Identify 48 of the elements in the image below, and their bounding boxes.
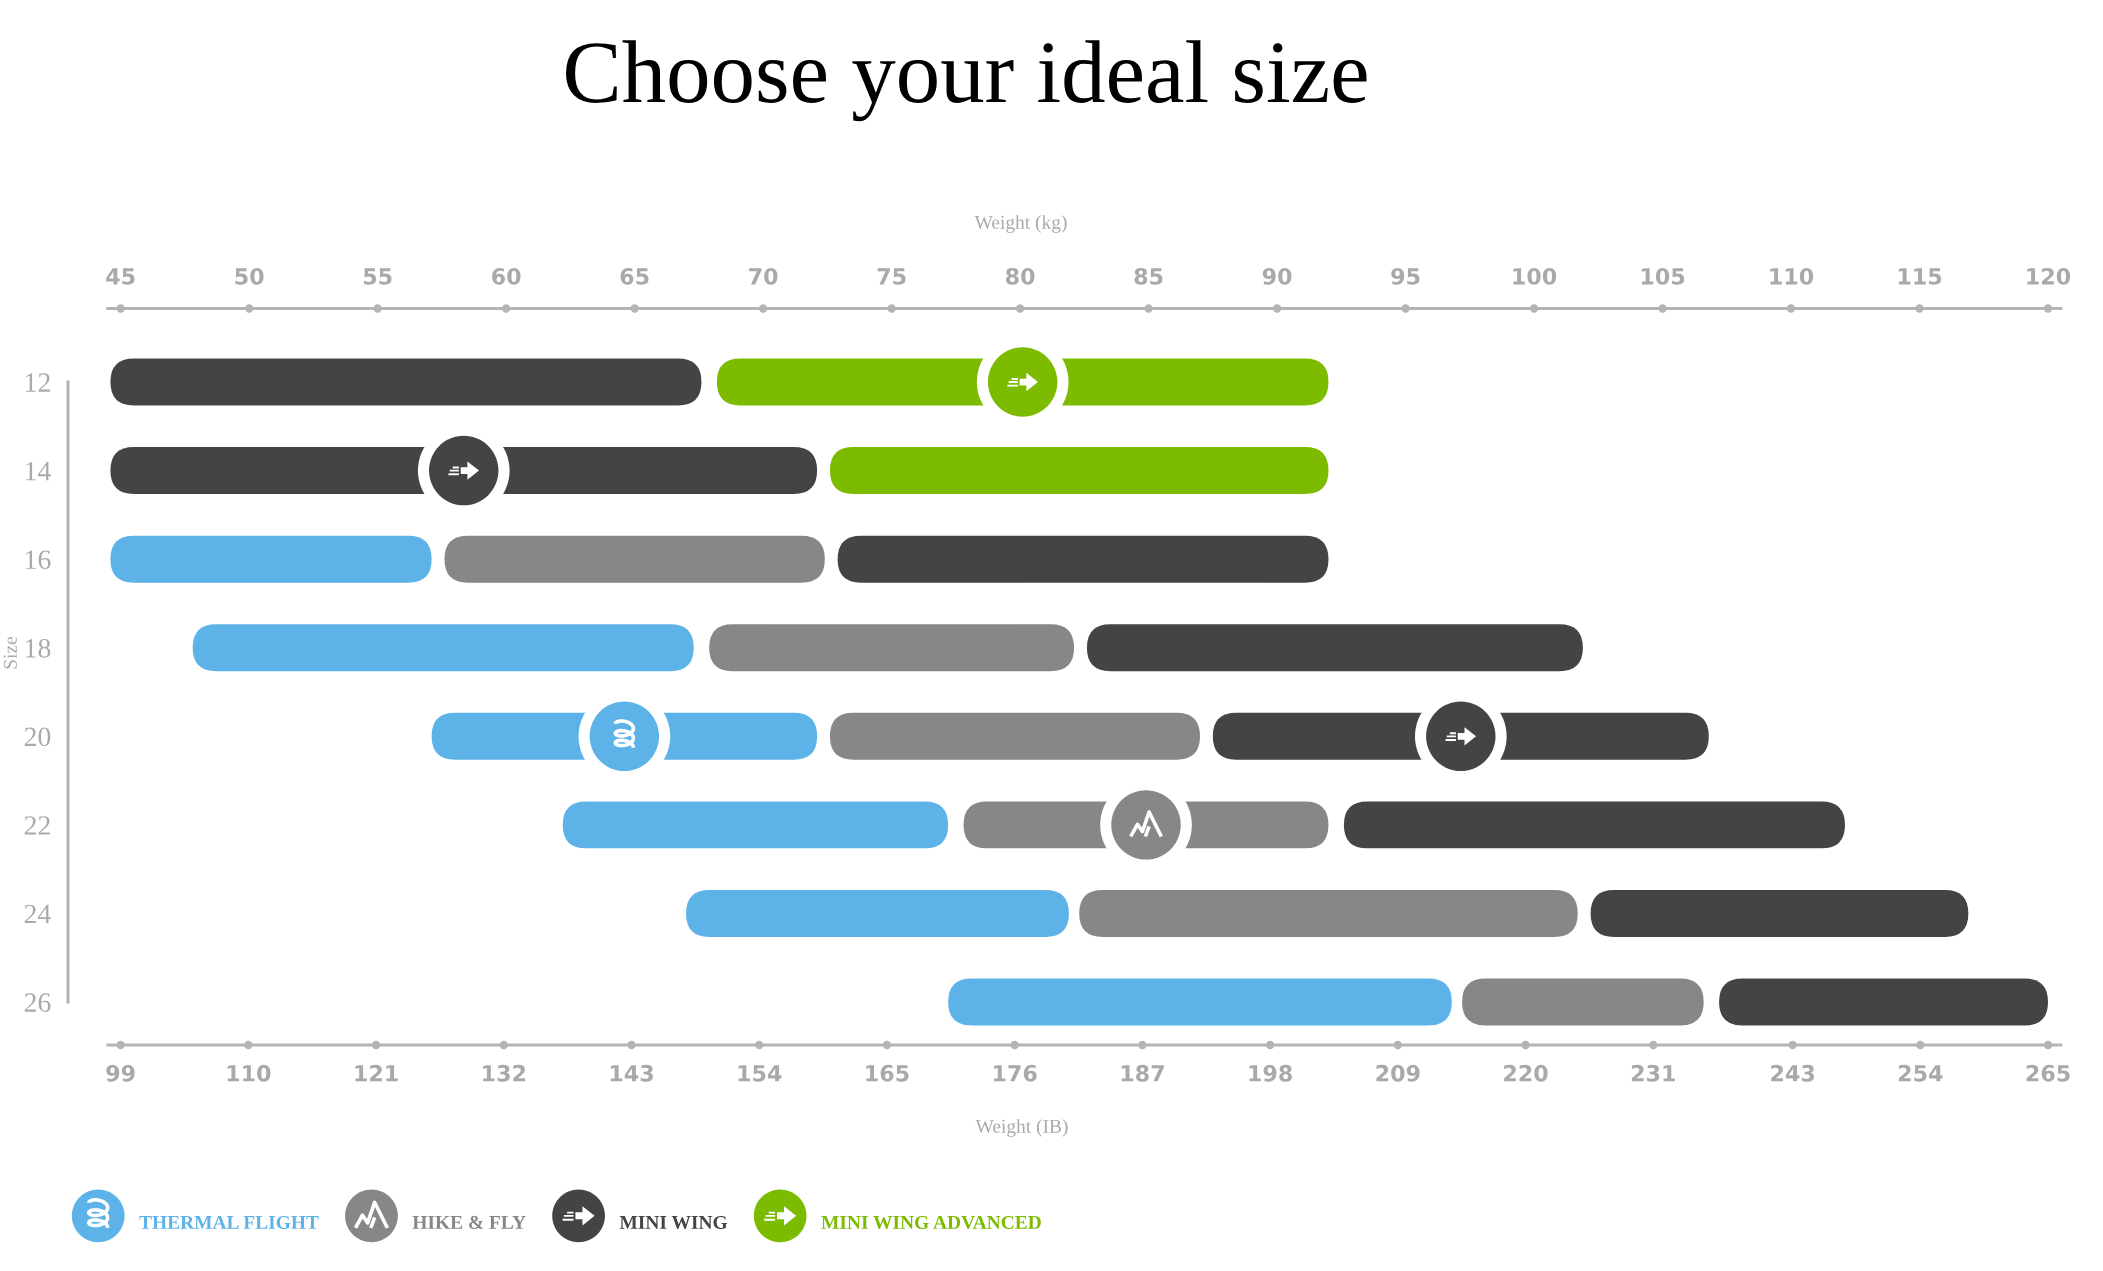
- x-tick-label: 121: [355, 1064, 398, 1082]
- x2-tick-label: 50: [235, 267, 264, 285]
- x2-tick-label: 70: [749, 267, 778, 285]
- x2-tick-label: 95: [1391, 267, 1420, 285]
- text: MINI WING: [619, 1215, 728, 1230]
- x-tick-label: 254: [1898, 1064, 1943, 1082]
- x-tick-label: 110: [227, 1064, 271, 1082]
- x2-tick-label: 105: [1641, 267, 1685, 285]
- y-tick-label: 12: [26, 373, 50, 392]
- y-tick-label: 22: [24, 816, 50, 835]
- x-tick-label: 176: [994, 1064, 1037, 1082]
- x-tick-label: 187: [1121, 1064, 1164, 1082]
- x2-tick-label: 110: [1770, 267, 1814, 285]
- x2-tick-label: 75: [877, 268, 906, 285]
- x-axis-title: Weight (IB): [975, 1119, 1068, 1137]
- x2-tick-label: 90: [1262, 267, 1292, 285]
- x2-tick-label: 60: [492, 267, 521, 285]
- x2-axis-title: Weight (kg): [974, 215, 1067, 233]
- y-tick-label: 18: [26, 638, 51, 658]
- x-tick-label: 231: [1631, 1064, 1675, 1082]
- x2-tick-label: 65: [620, 267, 649, 285]
- x2-tick-label: 120: [2027, 267, 2071, 285]
- y-tick-label: 24: [24, 904, 51, 924]
- y-tick-label: 26: [24, 993, 51, 1012]
- x-tick-label: 165: [866, 1064, 909, 1082]
- x-tick-label: 209: [1376, 1064, 1420, 1082]
- text: MINI WING ADVANCED: [821, 1215, 1041, 1230]
- text: THERMAL FLIGHT: [139, 1215, 319, 1229]
- x2-tick-label: 55: [363, 268, 392, 285]
- x2-tick-label: 115: [1898, 268, 1942, 285]
- y-tick-label: 16: [26, 550, 51, 570]
- x-tick-label: 99: [106, 1064, 135, 1082]
- x-tick-label: 220: [1504, 1064, 1548, 1082]
- x-tick-label: 265: [2026, 1064, 2070, 1082]
- x-tick-label: 154: [738, 1065, 782, 1082]
- x-tick-label: 132: [483, 1064, 526, 1082]
- x2-tick-label: 45: [106, 268, 135, 285]
- chart-title: Choose your ideal size: [566, 40, 1367, 122]
- y-tick-label: 20: [24, 727, 51, 747]
- x2-tick-label: 100: [1513, 267, 1557, 285]
- x2-tick-label: 80: [1006, 267, 1035, 285]
- x-tick-label: 143: [610, 1064, 653, 1082]
- y-tick-label: 14: [26, 461, 51, 481]
- x2-tick-label: 85: [1134, 267, 1163, 285]
- text: HIKE & FLY: [412, 1215, 526, 1229]
- x-tick-label: 243: [1771, 1064, 1815, 1082]
- y-axis-title: Size: [3, 636, 17, 669]
- x-tick-label: 198: [1249, 1064, 1292, 1082]
